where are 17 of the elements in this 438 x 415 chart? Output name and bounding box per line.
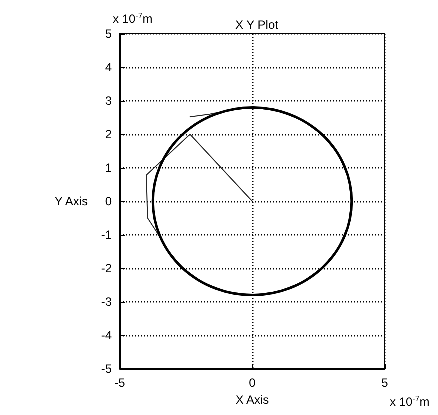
y-tick-label: 2 <box>105 128 112 142</box>
y-tick-label: -3 <box>101 295 112 309</box>
y-tick-label: 5 <box>105 27 112 41</box>
x-axis-title: X Axis <box>236 392 270 407</box>
chart-title: X Y Plot <box>236 18 280 32</box>
y-axis-title: Y Axis <box>54 194 88 208</box>
y-tick-label: -4 <box>101 328 112 342</box>
x-tick-label: -5 <box>114 376 126 390</box>
y-tick-label: -5 <box>101 362 112 376</box>
y-tick-label: -1 <box>101 228 112 242</box>
x-tick-label: 5 <box>382 376 389 390</box>
y-tick-label: 1 <box>105 161 112 175</box>
x-tick-label: 0 <box>249 376 256 390</box>
y-tick-label: -2 <box>101 262 112 276</box>
y-tick-label: 3 <box>105 94 112 108</box>
y-tick-label: 4 <box>105 60 112 74</box>
y-tick-label: 0 <box>105 194 112 208</box>
